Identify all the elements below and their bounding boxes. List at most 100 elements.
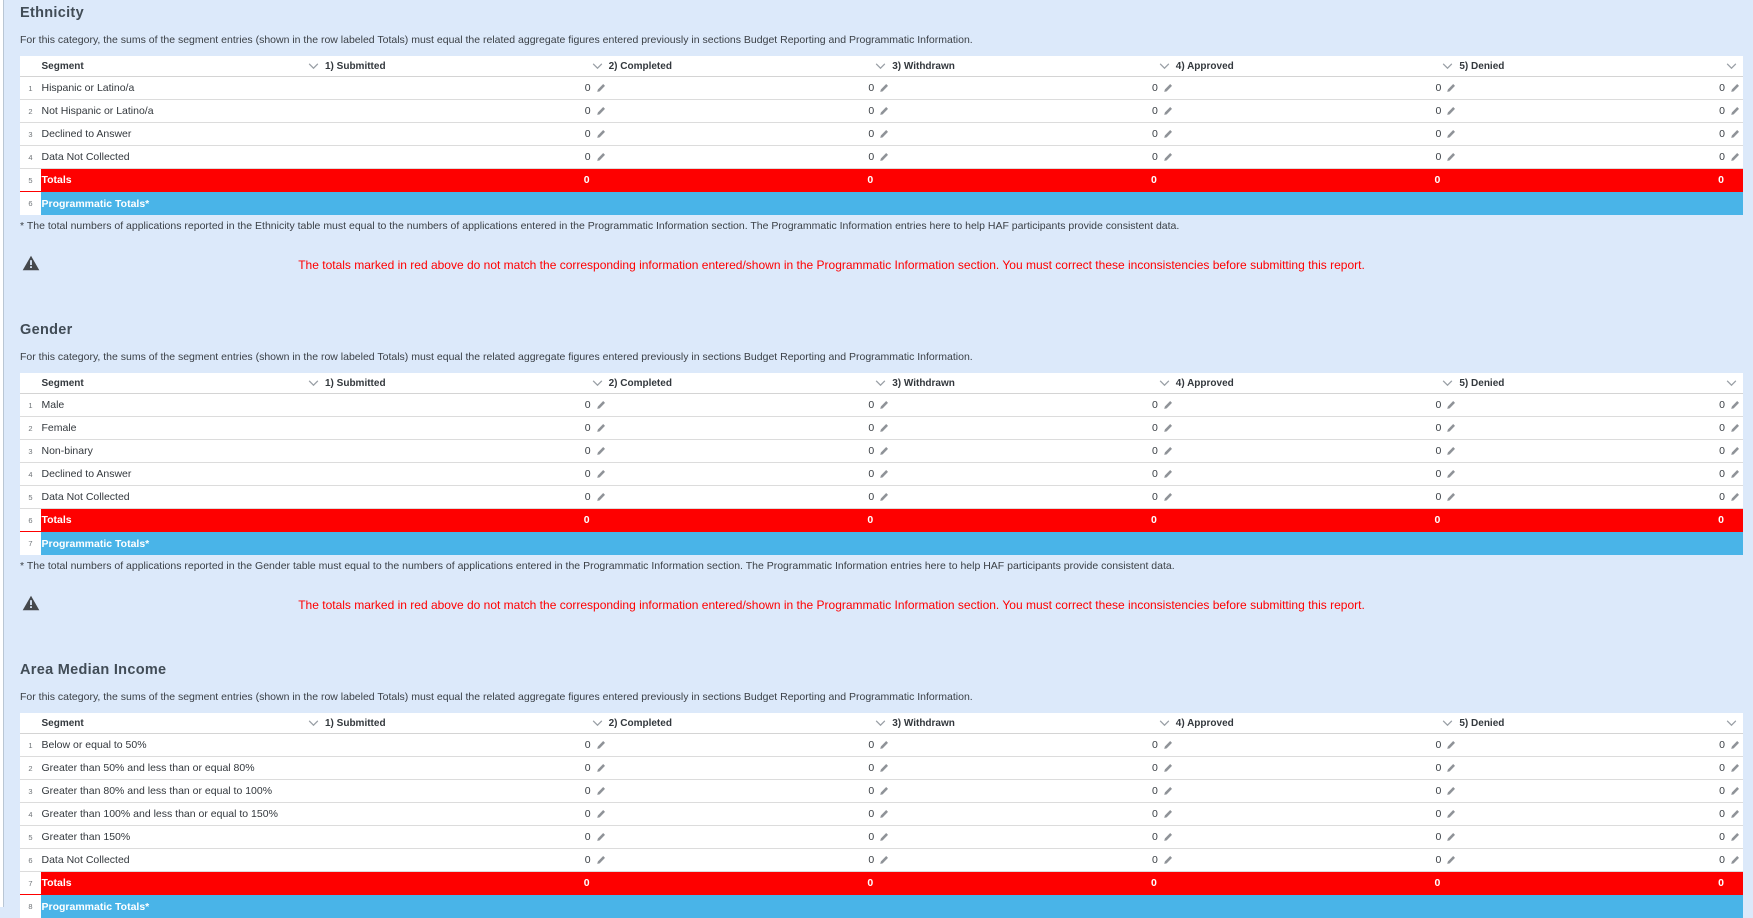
edit-pencil-icon[interactable] xyxy=(879,423,889,433)
chevron-down-icon[interactable] xyxy=(592,720,603,727)
edit-pencil-icon[interactable] xyxy=(1730,106,1740,116)
edit-pencil-icon[interactable] xyxy=(1446,423,1456,433)
chevron-down-icon[interactable] xyxy=(1159,720,1170,727)
column-header-4[interactable]: 4) Approved xyxy=(1176,713,1460,733)
column-header-segment[interactable]: Segment xyxy=(41,373,325,393)
edit-pencil-icon[interactable] xyxy=(1730,786,1740,796)
edit-pencil-icon[interactable] xyxy=(1163,152,1173,162)
edit-pencil-icon[interactable] xyxy=(1730,740,1740,750)
edit-pencil-icon[interactable] xyxy=(1446,832,1456,842)
column-header-2[interactable]: 2) Completed xyxy=(609,713,893,733)
edit-pencil-icon[interactable] xyxy=(1730,809,1740,819)
chevron-down-icon[interactable] xyxy=(875,720,886,727)
edit-pencil-icon[interactable] xyxy=(1730,152,1740,162)
edit-pencil-icon[interactable] xyxy=(1163,855,1173,865)
column-header-3[interactable]: 3) Withdrawn xyxy=(892,373,1176,393)
edit-pencil-icon[interactable] xyxy=(596,832,606,842)
column-header-1[interactable]: 1) Submitted xyxy=(325,713,609,733)
column-header-1[interactable]: 1) Submitted xyxy=(325,56,609,76)
edit-pencil-icon[interactable] xyxy=(879,469,889,479)
chevron-down-icon[interactable] xyxy=(1159,63,1170,70)
column-header-4[interactable]: 4) Approved xyxy=(1176,373,1460,393)
edit-pencil-icon[interactable] xyxy=(596,740,606,750)
edit-pencil-icon[interactable] xyxy=(1446,469,1456,479)
edit-pencil-icon[interactable] xyxy=(879,400,889,410)
edit-pencil-icon[interactable] xyxy=(1446,400,1456,410)
edit-pencil-icon[interactable] xyxy=(1446,152,1456,162)
edit-pencil-icon[interactable] xyxy=(596,855,606,865)
edit-pencil-icon[interactable] xyxy=(879,740,889,750)
edit-pencil-icon[interactable] xyxy=(879,83,889,93)
column-header-5[interactable]: 5) Denied xyxy=(1459,373,1743,393)
edit-pencil-icon[interactable] xyxy=(879,832,889,842)
edit-pencil-icon[interactable] xyxy=(1446,129,1456,139)
edit-pencil-icon[interactable] xyxy=(596,129,606,139)
edit-pencil-icon[interactable] xyxy=(879,446,889,456)
edit-pencil-icon[interactable] xyxy=(1163,809,1173,819)
edit-pencil-icon[interactable] xyxy=(596,446,606,456)
edit-pencil-icon[interactable] xyxy=(1163,763,1173,773)
edit-pencil-icon[interactable] xyxy=(1446,740,1456,750)
edit-pencil-icon[interactable] xyxy=(1730,763,1740,773)
chevron-down-icon[interactable] xyxy=(1442,63,1453,70)
edit-pencil-icon[interactable] xyxy=(1163,786,1173,796)
edit-pencil-icon[interactable] xyxy=(1730,446,1740,456)
edit-pencil-icon[interactable] xyxy=(596,400,606,410)
edit-pencil-icon[interactable] xyxy=(1730,832,1740,842)
edit-pencil-icon[interactable] xyxy=(1446,492,1456,502)
chevron-down-icon[interactable] xyxy=(308,720,319,727)
edit-pencil-icon[interactable] xyxy=(1730,492,1740,502)
edit-pencil-icon[interactable] xyxy=(596,809,606,819)
edit-pencil-icon[interactable] xyxy=(879,492,889,502)
edit-pencil-icon[interactable] xyxy=(1446,106,1456,116)
edit-pencil-icon[interactable] xyxy=(1730,83,1740,93)
edit-pencil-icon[interactable] xyxy=(596,152,606,162)
chevron-down-icon[interactable] xyxy=(1442,720,1453,727)
chevron-down-icon[interactable] xyxy=(1159,380,1170,387)
edit-pencil-icon[interactable] xyxy=(1163,832,1173,842)
edit-pencil-icon[interactable] xyxy=(1446,763,1456,773)
edit-pencil-icon[interactable] xyxy=(1446,786,1456,796)
column-header-2[interactable]: 2) Completed xyxy=(609,373,893,393)
chevron-down-icon[interactable] xyxy=(592,63,603,70)
edit-pencil-icon[interactable] xyxy=(1163,400,1173,410)
chevron-down-icon[interactable] xyxy=(308,380,319,387)
edit-pencil-icon[interactable] xyxy=(1163,469,1173,479)
edit-pencil-icon[interactable] xyxy=(1446,855,1456,865)
edit-pencil-icon[interactable] xyxy=(596,492,606,502)
edit-pencil-icon[interactable] xyxy=(1446,809,1456,819)
edit-pencil-icon[interactable] xyxy=(596,83,606,93)
edit-pencil-icon[interactable] xyxy=(1163,446,1173,456)
edit-pencil-icon[interactable] xyxy=(1730,469,1740,479)
edit-pencil-icon[interactable] xyxy=(879,152,889,162)
edit-pencil-icon[interactable] xyxy=(879,129,889,139)
edit-pencil-icon[interactable] xyxy=(1730,129,1740,139)
edit-pencil-icon[interactable] xyxy=(879,809,889,819)
chevron-down-icon[interactable] xyxy=(875,63,886,70)
edit-pencil-icon[interactable] xyxy=(596,763,606,773)
column-header-5[interactable]: 5) Denied xyxy=(1459,713,1743,733)
edit-pencil-icon[interactable] xyxy=(1163,492,1173,502)
edit-pencil-icon[interactable] xyxy=(1163,83,1173,93)
edit-pencil-icon[interactable] xyxy=(1730,423,1740,433)
edit-pencil-icon[interactable] xyxy=(1163,423,1173,433)
edit-pencil-icon[interactable] xyxy=(879,855,889,865)
column-header-2[interactable]: 2) Completed xyxy=(609,56,893,76)
chevron-down-icon[interactable] xyxy=(592,380,603,387)
chevron-down-icon[interactable] xyxy=(1726,720,1737,727)
edit-pencil-icon[interactable] xyxy=(1730,855,1740,865)
chevron-down-icon[interactable] xyxy=(308,63,319,70)
edit-pencil-icon[interactable] xyxy=(879,106,889,116)
column-header-3[interactable]: 3) Withdrawn xyxy=(892,56,1176,76)
chevron-down-icon[interactable] xyxy=(1442,380,1453,387)
edit-pencil-icon[interactable] xyxy=(1163,106,1173,116)
edit-pencil-icon[interactable] xyxy=(879,763,889,773)
edit-pencil-icon[interactable] xyxy=(1730,400,1740,410)
edit-pencil-icon[interactable] xyxy=(596,106,606,116)
chevron-down-icon[interactable] xyxy=(875,380,886,387)
column-header-3[interactable]: 3) Withdrawn xyxy=(892,713,1176,733)
edit-pencil-icon[interactable] xyxy=(1163,129,1173,139)
chevron-down-icon[interactable] xyxy=(1726,63,1737,70)
edit-pencil-icon[interactable] xyxy=(596,423,606,433)
column-header-segment[interactable]: Segment xyxy=(41,56,325,76)
